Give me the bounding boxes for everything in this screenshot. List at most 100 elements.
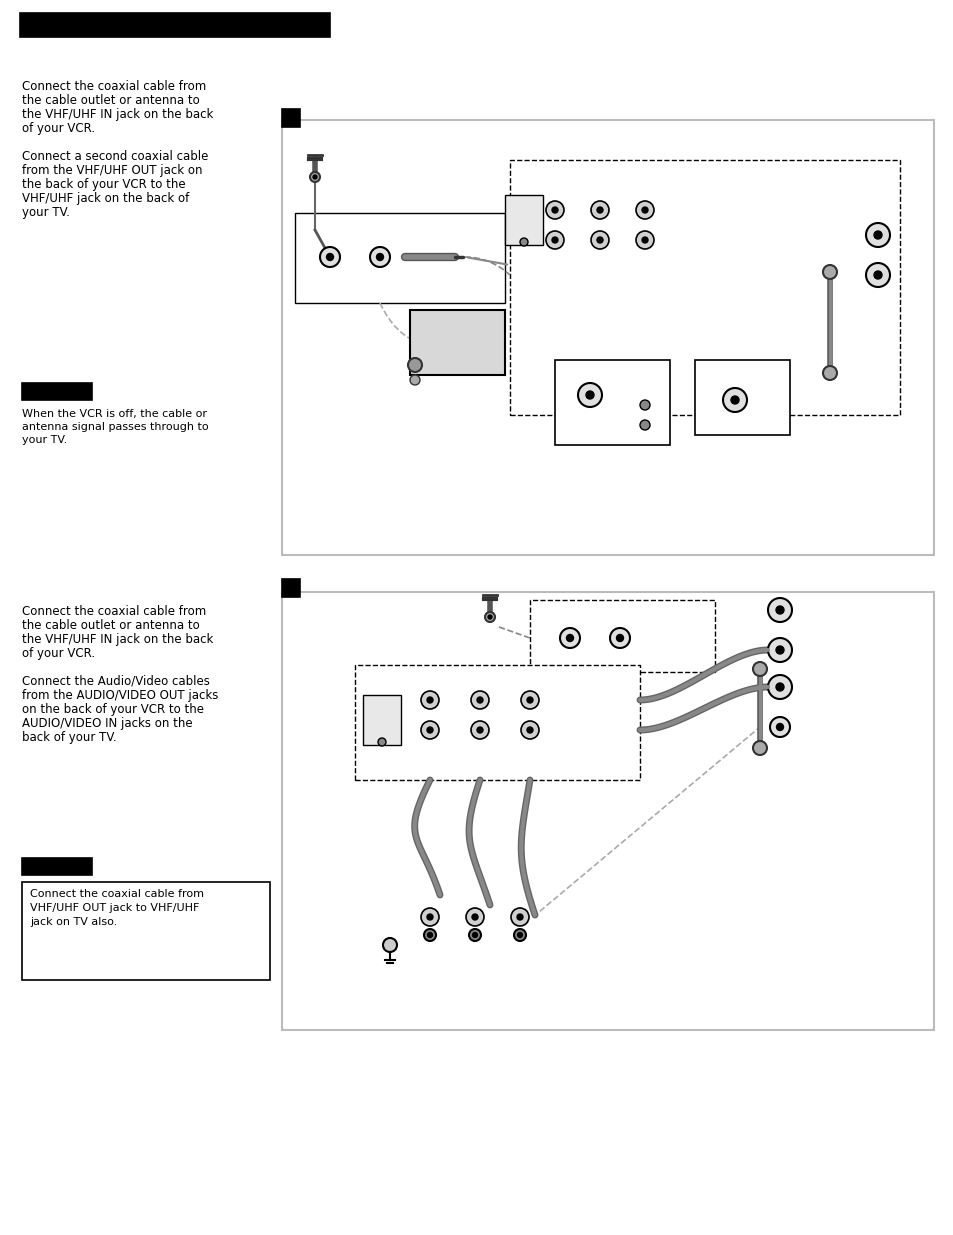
Circle shape xyxy=(427,697,433,703)
Circle shape xyxy=(469,929,480,941)
Circle shape xyxy=(420,692,438,709)
Circle shape xyxy=(476,727,482,734)
Text: antenna signal passes through to: antenna signal passes through to xyxy=(22,422,209,432)
Bar xyxy=(282,579,299,597)
Bar xyxy=(530,600,714,672)
Circle shape xyxy=(484,613,495,622)
Circle shape xyxy=(636,231,654,249)
Circle shape xyxy=(410,375,419,385)
Circle shape xyxy=(775,646,783,655)
Circle shape xyxy=(597,237,602,243)
Circle shape xyxy=(370,247,390,267)
Circle shape xyxy=(585,391,594,399)
Bar xyxy=(282,592,933,1030)
Bar xyxy=(22,383,91,400)
Circle shape xyxy=(552,207,558,212)
Text: back of your TV.: back of your TV. xyxy=(22,731,116,743)
Text: A: A xyxy=(286,111,295,125)
Bar xyxy=(282,109,299,127)
Circle shape xyxy=(517,932,522,937)
Bar xyxy=(555,359,669,445)
Bar xyxy=(504,195,542,245)
Text: NOTE: NOTE xyxy=(40,862,74,872)
Circle shape xyxy=(775,683,783,692)
Text: Connect the coaxial cable from: Connect the coaxial cable from xyxy=(22,605,206,618)
Text: VHF/UHF jack on the back of: VHF/UHF jack on the back of xyxy=(22,191,189,205)
Circle shape xyxy=(641,207,647,212)
Circle shape xyxy=(767,638,791,662)
Circle shape xyxy=(310,172,319,182)
Circle shape xyxy=(590,231,608,249)
Text: VHF/UHF OUT jack to VHF/UHF: VHF/UHF OUT jack to VHF/UHF xyxy=(30,903,199,913)
Text: Connect a second coaxial cable: Connect a second coaxial cable xyxy=(22,149,208,163)
Text: the cable outlet or antenna to: the cable outlet or antenna to xyxy=(22,94,199,107)
Text: the VHF/UHF IN jack on the back: the VHF/UHF IN jack on the back xyxy=(22,107,213,121)
Bar xyxy=(282,120,933,555)
Circle shape xyxy=(822,366,836,380)
Circle shape xyxy=(639,420,649,430)
Circle shape xyxy=(520,692,538,709)
Circle shape xyxy=(472,932,477,937)
Text: the back of your VCR to the: the back of your VCR to the xyxy=(22,178,186,191)
Circle shape xyxy=(517,914,522,920)
Circle shape xyxy=(767,676,791,699)
Circle shape xyxy=(639,400,649,410)
Text: from the AUDIO/VIDEO OUT jacks: from the AUDIO/VIDEO OUT jacks xyxy=(22,689,218,701)
Text: on the back of your VCR to the: on the back of your VCR to the xyxy=(22,703,204,716)
Text: the VHF/UHF IN jack on the back: the VHF/UHF IN jack on the back xyxy=(22,634,213,646)
Circle shape xyxy=(427,932,432,937)
Circle shape xyxy=(775,606,783,614)
Circle shape xyxy=(420,721,438,739)
Text: jack on TV also.: jack on TV also. xyxy=(30,918,117,927)
Circle shape xyxy=(326,253,334,261)
Text: of your VCR.: of your VCR. xyxy=(22,647,95,659)
Circle shape xyxy=(408,358,421,372)
Circle shape xyxy=(471,721,489,739)
Circle shape xyxy=(377,739,386,746)
Circle shape xyxy=(319,247,339,267)
Circle shape xyxy=(471,692,489,709)
Bar xyxy=(510,161,899,415)
Text: AUDIO/VIDEO IN jacks on the: AUDIO/VIDEO IN jacks on the xyxy=(22,718,193,730)
Text: of your VCR.: of your VCR. xyxy=(22,122,95,135)
Text: When the VCR is off, the cable or: When the VCR is off, the cable or xyxy=(22,409,207,419)
Circle shape xyxy=(559,629,579,648)
Bar xyxy=(363,695,400,745)
Circle shape xyxy=(511,908,529,926)
Circle shape xyxy=(520,721,538,739)
Text: Connect the Audio/Video cables: Connect the Audio/Video cables xyxy=(22,676,210,688)
Text: your TV.: your TV. xyxy=(22,206,70,219)
Circle shape xyxy=(566,635,573,641)
Text: from the VHF/UHF OUT jack on: from the VHF/UHF OUT jack on xyxy=(22,164,202,177)
Circle shape xyxy=(767,598,791,622)
Bar xyxy=(22,882,270,981)
Circle shape xyxy=(873,231,882,240)
Circle shape xyxy=(545,231,563,249)
Circle shape xyxy=(616,635,623,641)
Circle shape xyxy=(545,201,563,219)
Circle shape xyxy=(578,383,601,408)
Text: your TV.: your TV. xyxy=(22,435,67,445)
Circle shape xyxy=(427,727,433,734)
Circle shape xyxy=(590,201,608,219)
Bar xyxy=(410,310,504,375)
Circle shape xyxy=(423,929,436,941)
Circle shape xyxy=(552,237,558,243)
Circle shape xyxy=(526,727,533,734)
Bar xyxy=(294,212,504,303)
Circle shape xyxy=(313,175,316,179)
Circle shape xyxy=(465,908,483,926)
Circle shape xyxy=(514,929,525,941)
Circle shape xyxy=(382,939,396,952)
Circle shape xyxy=(776,724,782,730)
Circle shape xyxy=(472,914,477,920)
Circle shape xyxy=(730,396,739,404)
Circle shape xyxy=(865,224,889,247)
Circle shape xyxy=(822,266,836,279)
Circle shape xyxy=(519,238,527,246)
Circle shape xyxy=(376,253,383,261)
Circle shape xyxy=(752,662,766,676)
Text: Connect the coaxial cable from: Connect the coaxial cable from xyxy=(30,889,204,899)
Circle shape xyxy=(609,629,629,648)
Circle shape xyxy=(722,388,746,412)
